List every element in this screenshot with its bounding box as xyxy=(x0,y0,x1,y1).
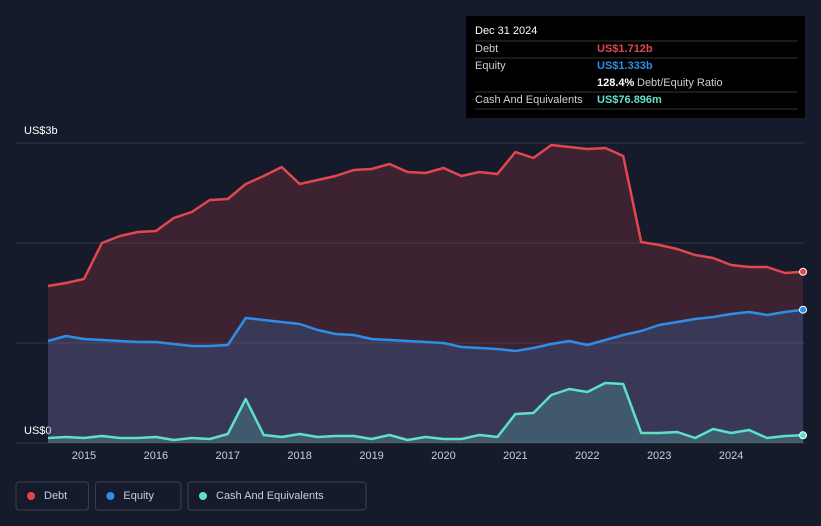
tooltip-date: Dec 31 2024 xyxy=(475,25,537,37)
x-tick-label: 2023 xyxy=(647,450,671,462)
line xyxy=(47,381,804,442)
legend-label[interactable]: Cash And Equivalents xyxy=(216,490,324,502)
tooltip-label: Equity xyxy=(475,60,506,72)
legend-item[interactable]: Equity xyxy=(94,481,182,511)
x-tick-label: 2019 xyxy=(359,450,383,462)
x-tick-label: 2018 xyxy=(287,450,311,462)
legend-label[interactable]: Debt xyxy=(44,490,67,502)
tooltip-value: 128.4% xyxy=(597,77,635,89)
legend-swatch[interactable] xyxy=(199,492,207,500)
legend-swatch[interactable] xyxy=(106,492,115,500)
x-tick-label: 2017 xyxy=(216,450,240,462)
tooltip-value: US$76.896m xyxy=(597,94,662,106)
plot-area: US$0 US$3b 2015 2016 2017 2018 2019 2020 2021 202… xyxy=(16,125,807,462)
y-tick-label: US$0 xyxy=(24,425,52,437)
x-tick-label: 2022 xyxy=(575,450,599,462)
legend-box[interactable] xyxy=(15,481,89,511)
legend-box[interactable] xyxy=(94,481,182,511)
area xyxy=(48,309,803,443)
tooltip-label: Cash And Equivalents xyxy=(475,94,583,106)
x-tick-label: 2024 xyxy=(719,450,743,462)
area xyxy=(48,145,803,443)
end-point xyxy=(799,305,807,314)
legend-item[interactable]: Debt xyxy=(15,481,89,511)
end-point xyxy=(799,431,807,440)
legend-box[interactable] xyxy=(187,481,367,511)
legend-item[interactable]: Cash And Equivalents xyxy=(187,481,367,511)
legend: Debt Equity Cash And Equivalents xyxy=(15,481,367,511)
tooltip-label: Debt/Equity Ratio xyxy=(637,77,723,89)
x-tick-label: 2020 xyxy=(431,450,455,462)
tooltip: Dec 31 2024 Debt US$1.712b Equity US$1.3… xyxy=(466,16,805,118)
tooltip-value: US$1.333b xyxy=(597,60,653,72)
x-tick-label: 2021 xyxy=(503,450,527,462)
tooltip-box xyxy=(466,16,805,118)
tooltip-value: US$1.712b xyxy=(597,43,653,55)
x-tick-label: 2016 xyxy=(144,450,168,462)
y-tick-label: US$3b xyxy=(24,125,58,137)
legend-label[interactable]: Equity xyxy=(123,490,154,502)
line xyxy=(47,308,804,353)
tooltip-label: Debt xyxy=(475,43,498,55)
line xyxy=(47,143,804,288)
legend-swatch[interactable] xyxy=(27,492,35,500)
area xyxy=(48,383,803,443)
x-tick-label: 2015 xyxy=(72,450,96,462)
end-point xyxy=(799,267,807,276)
